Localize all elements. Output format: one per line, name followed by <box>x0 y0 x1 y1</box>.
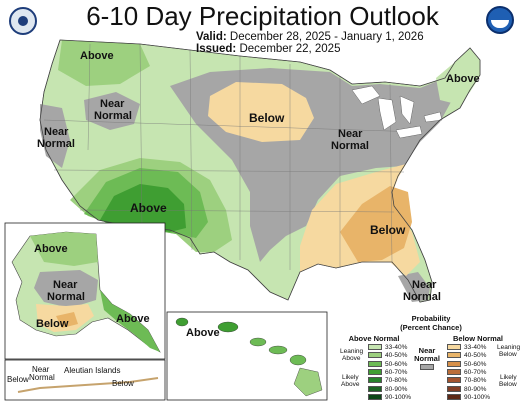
legend-above-swatch-5 <box>368 385 382 392</box>
legend-below-range-2: 50-60% <box>464 360 487 368</box>
legend-leaning-below-2: Below <box>499 351 517 358</box>
hawaii-above-label: Above <box>186 327 220 339</box>
legend-below-swatch-3 <box>447 368 461 375</box>
alaska-panhandle-above-label: Above <box>116 313 150 325</box>
legend-above-range-1: 40-50% <box>385 352 408 360</box>
valid-line: Valid: December 28, 2025 - January 1, 20… <box>196 31 424 43</box>
aleutian-below-left-label: Below <box>7 375 29 384</box>
florida-near-label: Near <box>412 279 437 291</box>
legend-above-range-5: 80-90% <box>385 385 408 393</box>
legend-above-swatch-1 <box>368 352 382 359</box>
legend-below-range-0: 33-40% <box>464 344 487 351</box>
legend-leaning-above-1: Leaning <box>340 348 364 355</box>
legend-near-swatch <box>420 364 434 370</box>
legend-leaning-above-2: Above <box>342 355 361 362</box>
valid-value: December 28, 2025 - January 1, 2026 <box>229 31 424 43</box>
great-lakes <box>351 85 443 139</box>
plains-below-region <box>208 82 314 142</box>
aleutian-normal-label: Normal <box>29 373 55 382</box>
west-near-label: Near <box>44 126 69 138</box>
hawaii-islands <box>175 317 323 397</box>
legend-title-1: Probability <box>411 314 451 323</box>
legend-below-head: Below Normal <box>452 334 503 343</box>
legend-below-range-3: 60-70% <box>464 368 487 376</box>
legend-below-swatch-4 <box>447 377 461 384</box>
legend-above-range-0: 33-40% <box>385 344 408 351</box>
nws-logo <box>486 6 514 34</box>
issued-value: December 22, 2025 <box>239 43 341 55</box>
legend-near-head-1: Near <box>418 346 436 355</box>
aleutian-near-label: Near <box>32 365 50 374</box>
state-lines <box>43 43 421 270</box>
alaska-panhandle <box>100 290 160 352</box>
legend-likely-above-1: Likely <box>342 374 359 381</box>
legend-likely-above-2: Above <box>341 381 360 388</box>
legend-above-range-2: 50-60% <box>385 360 408 368</box>
alaska-near-region <box>34 270 98 308</box>
issued-line: Issued: December 22, 2025 <box>196 43 340 55</box>
idaho-near-label: Near <box>100 98 125 110</box>
legend-above-range-4: 70-80% <box>385 377 408 385</box>
legend-above-swatch-4 <box>368 377 382 384</box>
florida-normal-label: Normal <box>403 291 441 303</box>
legend-below-range-5: 80-90% <box>464 385 487 393</box>
page-title: 6-10 Day Precipitation Outlook <box>86 1 439 31</box>
idaho-near-region <box>84 92 140 130</box>
legend-above-swatch-0 <box>368 344 382 350</box>
alaska-below-label: Below <box>36 318 69 330</box>
legend-above-head: Above Normal <box>348 334 400 343</box>
legend-below-range-6: 90-100% <box>464 393 491 401</box>
northwest-above-label: Above <box>80 50 114 62</box>
florida-near-region <box>398 272 430 302</box>
alaska-normal-label: Normal <box>47 291 85 303</box>
issued-label: Issued: <box>196 43 237 55</box>
legend-above-range-3: 60-70% <box>385 368 408 376</box>
legend-above-swatch-6 <box>368 393 382 400</box>
legend-below-range-4: 70-80% <box>464 377 487 385</box>
legend-below-swatch-6 <box>447 393 461 400</box>
legend-above-range-6: 90-100% <box>385 393 412 401</box>
noaa-logo <box>9 7 37 35</box>
legend-leaning-below-1: Leaning <box>497 344 521 351</box>
alaska-below-40 <box>56 312 78 328</box>
alaska-above-40 <box>30 232 98 266</box>
aleutian-islands <box>17 377 159 393</box>
legend-below-swatch-5 <box>447 385 461 392</box>
southwest-above-60 <box>100 184 186 232</box>
legend-below-swatch-1 <box>447 352 461 359</box>
idaho-normal-label: Normal <box>94 110 132 122</box>
aleutian-islands-label: Aleutian Islands <box>64 366 121 375</box>
legend-likely-below-1: Likely <box>500 374 517 381</box>
west-normal-label: Normal <box>37 138 75 150</box>
legend-below-swatch-0 <box>447 344 461 350</box>
legend-below-swatch-2 <box>447 360 461 367</box>
legend-above-swatch-3 <box>368 368 382 375</box>
valid-label: Valid: <box>196 31 227 43</box>
alaska-above-label: Above <box>34 243 68 255</box>
plains-below-label: Below <box>249 111 285 125</box>
northeast-above-label: Above <box>446 73 480 85</box>
legend-above-swatch-2 <box>368 360 382 367</box>
midwest-normal-label: Normal <box>331 140 369 152</box>
aleutian-below-right-label: Below <box>112 379 134 388</box>
midwest-near-label: Near <box>338 128 363 140</box>
legend-title-2: (Percent Chance) <box>400 323 462 332</box>
legend-below-range-1: 40-50% <box>464 352 487 360</box>
southwest-above-label: Above <box>130 201 167 215</box>
legend-likely-below-2: Below <box>499 381 517 388</box>
northwest-above-40 <box>58 40 150 86</box>
northeast-above-region <box>436 48 480 104</box>
southeast-below-label: Below <box>370 223 406 237</box>
alaska-near-label: Near <box>53 279 78 291</box>
legend-near-head-2: Normal <box>414 354 440 363</box>
